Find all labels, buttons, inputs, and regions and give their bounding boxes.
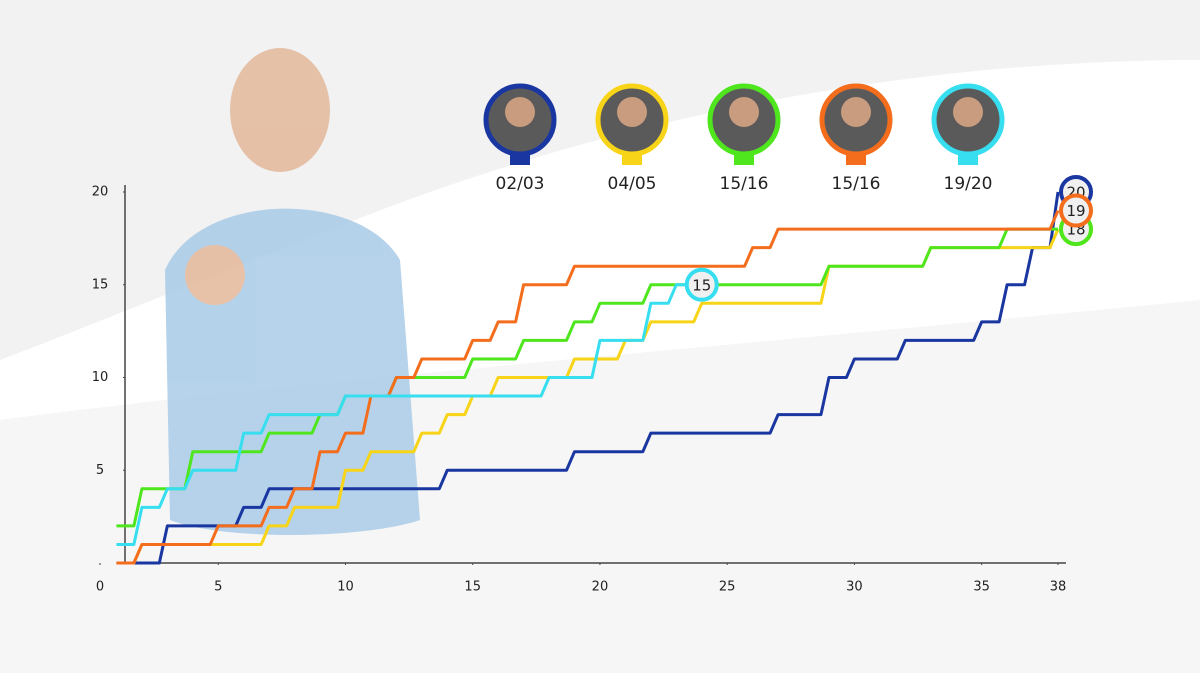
x-tick-label: 25 [719,580,736,595]
series-line [116,191,1060,565]
x-tick-label: 0 [96,580,104,595]
legend-face [617,97,647,127]
x-tick-label: 10 [337,580,354,595]
legend-tab [958,155,978,165]
y-tick-label: 15 [92,277,109,292]
x-tick-label: 30 [846,580,863,595]
data-label: 15 [692,276,711,294]
legend-label: 15/16 [832,174,881,194]
x-tick-label: 38 [1050,580,1067,595]
x-tick-label: 15 [464,580,481,595]
y-tick-label: 20 [92,185,109,200]
player-figure [165,48,420,536]
legend-tab [734,155,754,165]
legend-label: 04/05 [608,174,657,194]
x-tick-label: 35 [973,580,990,595]
x-tick-label: 5 [214,580,222,595]
legend-tab [846,155,866,165]
legend-face [953,97,983,127]
data-label: 19 [1066,202,1085,220]
series-line [116,283,702,546]
y-tick-label: 10 [92,370,109,385]
y-tick-label: 5 [96,463,104,478]
legend-label: 02/03 [496,174,545,194]
legend: 02/03 04/05 15/16 15/16 19/20 [483,83,1005,194]
x-tick-label: 20 [592,580,609,595]
end-label-ring [684,267,719,302]
end-label-ring [1059,193,1093,228]
legend-tab [510,155,530,165]
legend-label: 19/20 [944,174,993,194]
legend-face [729,97,759,127]
legend-label: 15/16 [720,174,769,194]
legend-face [505,97,535,127]
legend-face [841,97,871,127]
legend-tab [622,155,642,165]
series-line [116,209,1060,565]
series-line [116,227,1058,528]
